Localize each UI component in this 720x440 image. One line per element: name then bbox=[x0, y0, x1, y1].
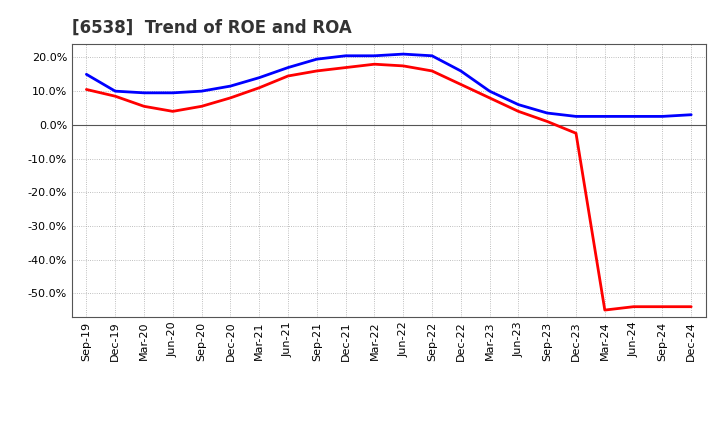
Legend: ROE, ROA: ROE, ROA bbox=[322, 438, 456, 440]
ROE bbox=[226, 95, 235, 100]
Line: ROA: ROA bbox=[86, 54, 691, 117]
ROA bbox=[687, 112, 696, 117]
ROA bbox=[456, 68, 465, 73]
ROA bbox=[428, 53, 436, 59]
ROE bbox=[485, 95, 494, 100]
ROA bbox=[341, 53, 350, 59]
ROE bbox=[111, 94, 120, 99]
ROA bbox=[370, 53, 379, 59]
ROE bbox=[658, 304, 667, 309]
ROA bbox=[658, 114, 667, 119]
ROE bbox=[543, 119, 552, 124]
ROE bbox=[629, 304, 638, 309]
ROA bbox=[140, 90, 148, 95]
ROA bbox=[255, 75, 264, 81]
ROA bbox=[111, 88, 120, 94]
ROE bbox=[600, 308, 609, 313]
ROA bbox=[284, 65, 292, 70]
ROE bbox=[572, 131, 580, 136]
ROA bbox=[399, 51, 408, 57]
ROE bbox=[140, 104, 148, 109]
ROA bbox=[600, 114, 609, 119]
Text: [6538]  Trend of ROE and ROA: [6538] Trend of ROE and ROA bbox=[72, 19, 352, 37]
ROE bbox=[341, 65, 350, 70]
ROA bbox=[312, 56, 321, 62]
ROA bbox=[197, 88, 206, 94]
ROE bbox=[399, 63, 408, 69]
ROE bbox=[168, 109, 177, 114]
ROE bbox=[197, 104, 206, 109]
ROA bbox=[514, 102, 523, 107]
ROA bbox=[629, 114, 638, 119]
ROA bbox=[226, 84, 235, 89]
ROA bbox=[485, 88, 494, 94]
ROE bbox=[456, 82, 465, 87]
ROE bbox=[370, 62, 379, 67]
ROE bbox=[312, 68, 321, 73]
ROE bbox=[687, 304, 696, 309]
ROE bbox=[428, 68, 436, 73]
ROE bbox=[255, 85, 264, 91]
ROA bbox=[543, 110, 552, 116]
Line: ROE: ROE bbox=[86, 64, 691, 310]
ROE bbox=[284, 73, 292, 79]
ROA bbox=[572, 114, 580, 119]
ROE bbox=[514, 109, 523, 114]
ROE bbox=[82, 87, 91, 92]
ROA bbox=[82, 72, 91, 77]
ROA bbox=[168, 90, 177, 95]
